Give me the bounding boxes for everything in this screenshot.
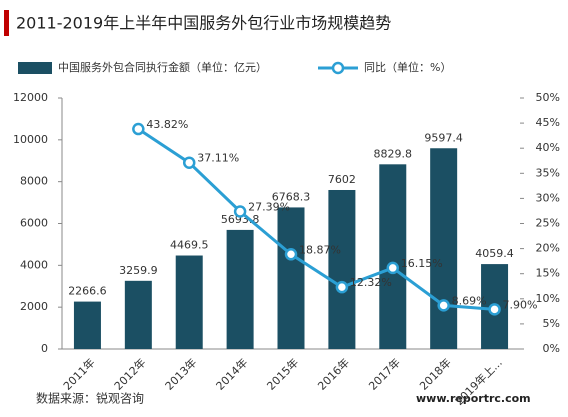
line-marker (488, 303, 501, 316)
line-label: 8.69% (452, 294, 487, 307)
line-label: 18.87% (299, 243, 341, 256)
y2-tick-label: 35% (536, 166, 560, 179)
line-marker (335, 280, 349, 294)
x-tick-label: 2018年 (416, 355, 453, 392)
line-marker (386, 261, 400, 275)
bar-label: 3259.9 (119, 264, 158, 277)
bar-label: 5693.8 (221, 213, 260, 226)
bar (430, 148, 458, 349)
bar (277, 207, 305, 349)
watermark: www.reportrc.com (416, 392, 531, 405)
line-marker (182, 156, 196, 169)
y-tick-label: 4000 (20, 258, 48, 271)
y-tick-label: 6000 (20, 217, 48, 230)
x-tick-label: 2016年 (315, 355, 352, 392)
line-label: 12.32% (350, 276, 392, 289)
x-tick-label: 2015年 (264, 355, 301, 392)
y2-tick-label: 10% (536, 292, 560, 305)
bar-label: 7602 (328, 173, 356, 186)
legend-label: 中国服务外包合同执行金额（单位：亿元） (58, 60, 267, 74)
bar-label: 8829.8 (374, 147, 413, 160)
line-label: 16.15% (401, 257, 443, 270)
y-tick-label: 0 (41, 342, 48, 355)
y2-tick-label: 40% (536, 141, 560, 154)
bar (175, 255, 203, 349)
line-marker (437, 299, 450, 312)
y-tick-label: 8000 (20, 175, 48, 188)
line (137, 127, 495, 311)
bar (124, 280, 152, 349)
bar (328, 189, 356, 349)
y2-tick-label: 25% (536, 217, 560, 230)
line-marker (233, 205, 247, 218)
x-tick-label: 2013年 (162, 355, 199, 392)
chart-title: 2011-2019年上半年中国服务外包行业市场规模趋势 (16, 14, 391, 33)
y2-tick-label: 5% (543, 317, 560, 330)
x-tick-label: 2017年 (366, 355, 403, 392)
bar (226, 229, 254, 349)
bar-label: 4469.5 (170, 239, 209, 252)
y-tick-label: 12000 (13, 91, 48, 104)
line-label: 37.11% (197, 152, 239, 165)
line-marker (284, 248, 298, 261)
bar-label: 4059.4 (475, 247, 514, 260)
x-tick-label: 2014年 (213, 355, 250, 392)
y2-tick-label: 30% (536, 191, 560, 204)
bar-label: 6768.3 (272, 190, 311, 203)
bar (379, 164, 407, 349)
legend-swatch (18, 62, 52, 74)
y2-tick-label: 15% (536, 267, 560, 280)
line-label: 7.90% (503, 298, 538, 311)
x-tick-label: 2011年 (60, 355, 97, 392)
line-label: 43.82% (146, 118, 188, 131)
source: 数据来源：锐观咨询 (36, 391, 144, 406)
title-accent (4, 10, 9, 36)
bar (73, 301, 101, 349)
y-tick-label: 2000 (20, 300, 48, 313)
y2-tick-label: 50% (536, 91, 560, 104)
bar-label: 2266.6 (68, 285, 107, 298)
legend-swatch (331, 61, 345, 75)
legend-label: 同比（单位：%） (364, 60, 451, 74)
x-tick-label: 2012年 (111, 355, 148, 392)
y-tick-label: 10000 (13, 133, 48, 146)
y2-tick-label: 20% (536, 242, 560, 255)
y2-tick-label: 0% (543, 342, 560, 355)
line-marker (132, 122, 145, 136)
bar-label: 9597.4 (424, 131, 463, 144)
y2-tick-label: 45% (536, 116, 560, 129)
line-label: 27.39% (248, 201, 290, 214)
